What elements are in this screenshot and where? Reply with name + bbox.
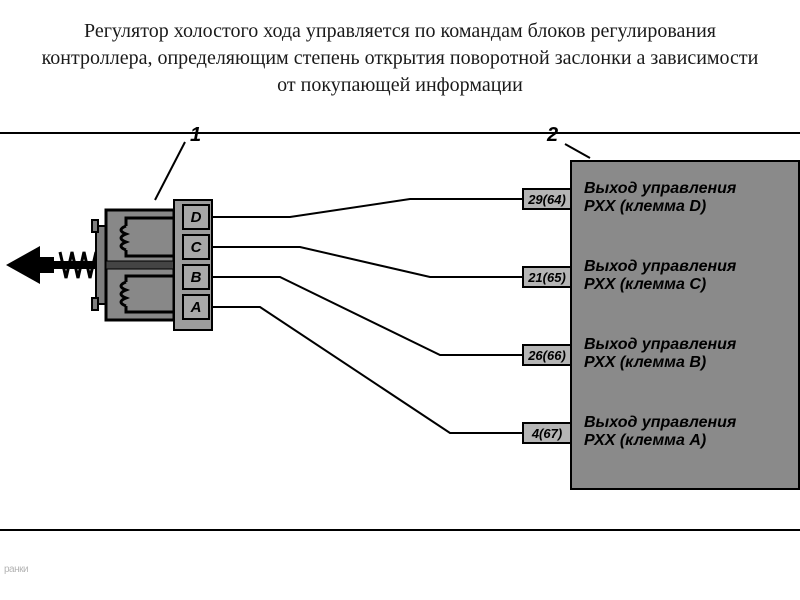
ecu-pin-2: 26(66) (522, 344, 572, 366)
ecu-label-3-line1: Выход управления (584, 414, 736, 431)
ecu-label-0-line1: Выход управления (584, 180, 736, 197)
ecu-label-2-line1: Выход управления (584, 336, 736, 353)
ecu-label-0-line2: РХХ (клемма D) (584, 198, 706, 215)
page-title: Регулятор холостого хода управляется по … (0, 0, 800, 109)
ecu-label-3: Выход управления РХХ (клемма A) (584, 414, 736, 451)
wiring-diagram: 1 2 D C B A 29(64) Выход управления РХХ … (0, 130, 800, 550)
callout-1: 1 (190, 124, 201, 147)
ecu-label-0: Выход управления РХХ (клемма D) (584, 180, 736, 217)
ecu-pin-1: 21(65) (522, 266, 572, 288)
terminal-c: C (182, 234, 210, 260)
ecu-label-2: Выход управления РХХ (клемма B) (584, 336, 736, 373)
watermark: ранки (4, 564, 28, 575)
ecu-label-1-line1: Выход управления (584, 258, 736, 275)
terminal-b: B (182, 264, 210, 290)
callout-2: 2 (547, 124, 558, 147)
ecu-label-3-line2: РХХ (клемма A) (584, 432, 706, 449)
terminal-a: A (182, 294, 210, 320)
ecu-label-1: Выход управления РХХ (клемма C) (584, 258, 736, 295)
ecu-pin-3: 4(67) (522, 422, 572, 444)
ecu-label-2-line2: РХХ (клемма B) (584, 354, 706, 371)
ecu-pin-0: 29(64) (522, 188, 572, 210)
ecu-label-1-line2: РХХ (клемма C) (584, 276, 706, 293)
terminal-d: D (182, 204, 210, 230)
